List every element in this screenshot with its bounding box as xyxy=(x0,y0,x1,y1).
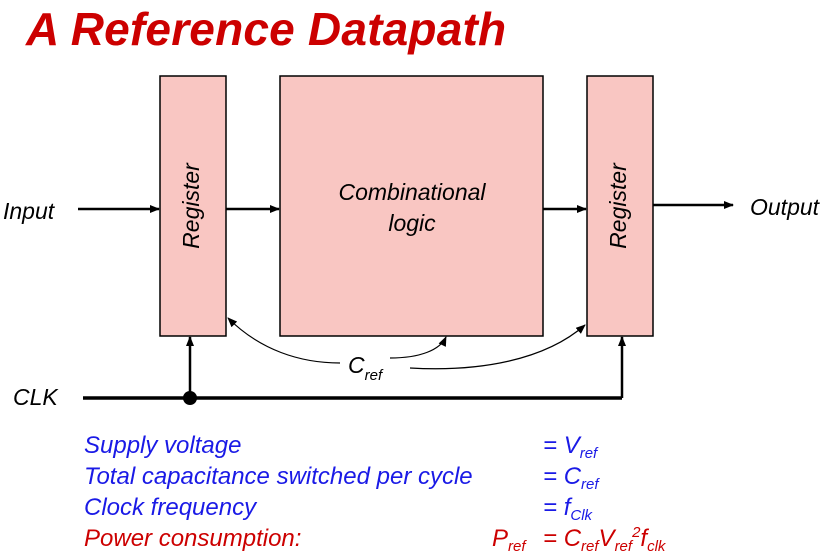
clock-frequency-value: = fClk xyxy=(543,494,593,524)
left-register-label: Register xyxy=(178,162,204,249)
cref-curve-to-right-register xyxy=(409,324,586,370)
page-title: A Reference Datapath xyxy=(26,3,507,55)
right-register-block xyxy=(586,75,654,337)
left-register-block xyxy=(159,75,227,337)
cref-curve-to-logic xyxy=(389,336,447,359)
input-label: Input xyxy=(3,198,56,224)
cref-curve-to-left-register xyxy=(227,317,341,364)
total-capacitance-value: = Cref xyxy=(543,463,599,493)
clock-junction-dot xyxy=(183,391,197,405)
right-register-label: Register xyxy=(605,162,631,249)
combinational-logic-block xyxy=(279,75,544,337)
supply-voltage-value: = Vref xyxy=(543,432,598,462)
power-lhs: Pref xyxy=(492,525,526,555)
power-formula: = CrefVref2fclk xyxy=(543,524,666,555)
combinational-label-line1: Combinational xyxy=(338,179,486,205)
total-capacitance-label: Total capacitance switched per cycle xyxy=(84,463,473,490)
clock-frequency-label: Clock frequency xyxy=(84,494,257,521)
output-label: Output xyxy=(750,194,821,220)
supply-voltage-label: Supply voltage xyxy=(84,432,242,459)
combinational-label-line2: logic xyxy=(388,210,436,236)
power-consumption-label: Power consumption: xyxy=(84,525,302,552)
clk-label: CLK xyxy=(13,384,59,410)
cref-label: Cref xyxy=(348,352,384,384)
